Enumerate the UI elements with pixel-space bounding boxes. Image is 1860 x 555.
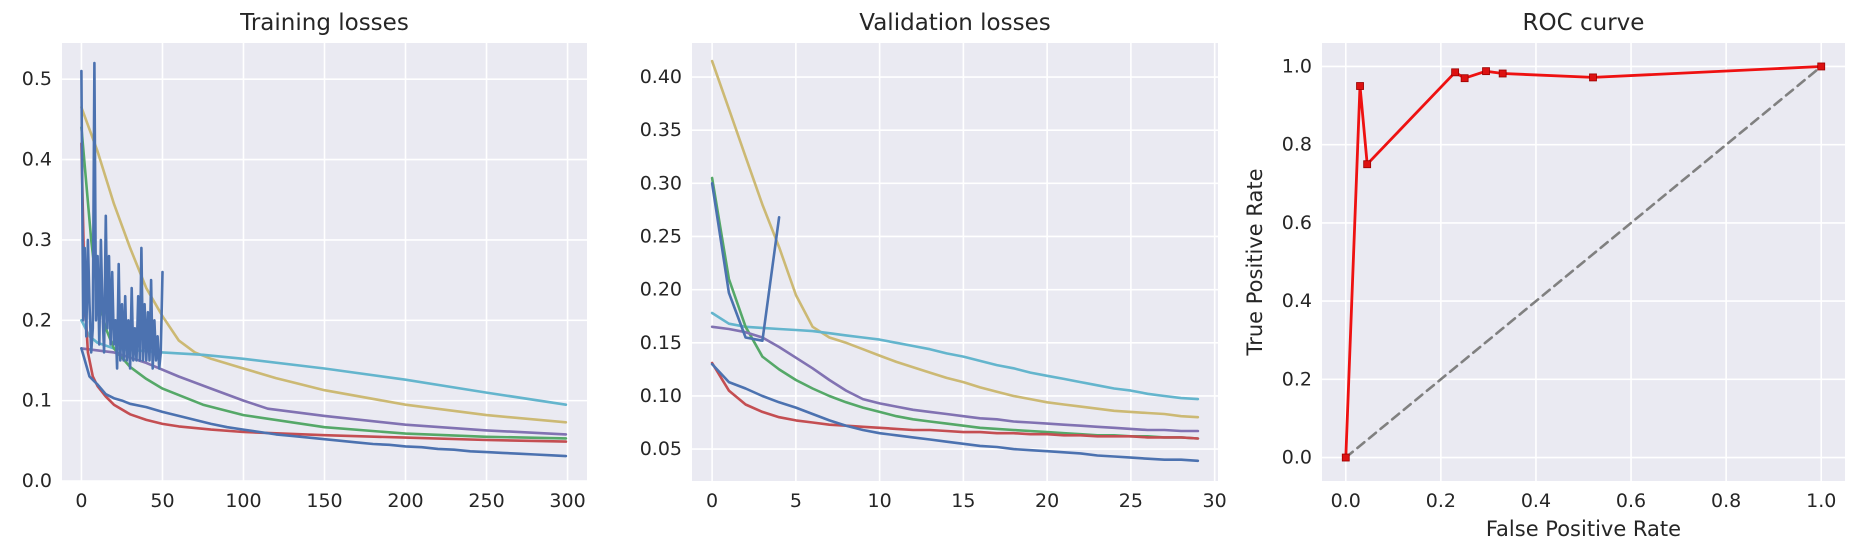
chart-title-training: Training losses xyxy=(239,10,409,36)
x-axis-label-roc: False Positive Rate xyxy=(1486,517,1681,541)
series-line-training-0 xyxy=(80,106,568,424)
series-line-validation-6 xyxy=(710,362,1200,463)
y-tick-label: 0.2 xyxy=(1282,368,1312,390)
y-tick-label: 0.35 xyxy=(640,119,682,141)
x-tick-label: 0.2 xyxy=(1426,490,1456,512)
y-tick-label: 0.10 xyxy=(640,385,682,407)
series-line-training-5 xyxy=(80,61,164,370)
x-tick-label: 300 xyxy=(549,490,585,512)
y-tick-label: 0.15 xyxy=(640,332,682,354)
data-point xyxy=(1589,73,1597,82)
series-line-validation-1 xyxy=(710,311,1200,401)
data-point xyxy=(1482,67,1490,76)
grid-training xyxy=(62,43,587,482)
x-tick-label: 100 xyxy=(225,490,261,512)
training-losses-panel: 0 50 100 150 200 250 300 0.0 0.1 0.2 0.3 0.4 0.5 Tra… xyxy=(22,10,587,512)
y-tick-label: 0.3 xyxy=(22,229,52,251)
y-tick-label: 0.6 xyxy=(1282,212,1312,234)
series-group-validation xyxy=(710,59,1200,463)
y-axis-label-roc: True Positive Rate xyxy=(1243,168,1267,356)
y-tick-label: 0.25 xyxy=(640,225,682,247)
x-tick-label: 0.0 xyxy=(1331,490,1361,512)
x-tick-label: 30 xyxy=(1203,490,1227,512)
data-point xyxy=(1451,68,1460,77)
series-line-validation-3 xyxy=(710,325,1200,433)
x-tick-label: 0 xyxy=(706,490,718,512)
y-tick-label: 0.0 xyxy=(1282,447,1312,469)
x-tick-label: 0.6 xyxy=(1616,490,1646,512)
y-tick-label: 0.05 xyxy=(640,438,682,460)
x-tick-label: 150 xyxy=(306,490,342,512)
data-point xyxy=(1460,74,1469,83)
x-tick-label: 0 xyxy=(75,490,87,512)
data-point xyxy=(1817,62,1826,71)
y-tick-label: 0.20 xyxy=(640,279,682,301)
y-tick-label: 0.40 xyxy=(640,66,682,88)
data-point xyxy=(1356,82,1364,90)
ticks-training: 0 50 100 150 200 250 300 0.0 0.1 0.2 0.3 0.4 0.5 xyxy=(22,68,586,512)
y-tick-label: 0.4 xyxy=(22,149,52,171)
grid-roc xyxy=(1322,43,1845,481)
x-tick-label: 5 xyxy=(790,490,802,512)
series-roc xyxy=(1341,62,1826,462)
data-point xyxy=(1498,69,1507,78)
series-line-roc-0 xyxy=(1344,65,1823,459)
y-tick-label: 0.4 xyxy=(1282,290,1312,312)
chart-title-validation: Validation losses xyxy=(859,10,1050,36)
x-tick-label: 200 xyxy=(387,490,423,512)
y-tick-label: 0.30 xyxy=(640,172,682,194)
series-line-validation-4 xyxy=(710,361,1200,440)
ticks-roc: 0.0 0.2 0.4 0.6 0.8 1.0 0.0 0.2 0.4 0.6 0.8 1.0 xyxy=(1282,55,1837,512)
series-line-training-1 xyxy=(80,318,568,407)
y-tick-label: 0.0 xyxy=(22,470,52,492)
series-training xyxy=(80,61,568,458)
series-group-training xyxy=(80,61,568,458)
y-tick-label: 0.5 xyxy=(22,68,52,90)
x-tick-label: 1.0 xyxy=(1806,490,1836,512)
x-tick-label: 0.4 xyxy=(1521,490,1551,512)
series-line-training-4 xyxy=(80,142,568,443)
series-line-training-6 xyxy=(80,347,568,458)
chart-title-roc: ROC curve xyxy=(1523,10,1645,36)
y-tick-label: 1.0 xyxy=(1282,55,1312,77)
x-tick-label: 20 xyxy=(1035,490,1059,512)
x-tick-label: 25 xyxy=(1119,490,1143,512)
ticks-validation: 0 5 10 15 20 25 30 0.05 0.10 0.15 0.20 0.25 0.30 0.35… xyxy=(640,66,1227,512)
validation-losses-panel: 0 5 10 15 20 25 30 0.05 0.10 0.15 0.20 0.25 0.30 0.35… xyxy=(640,10,1227,512)
x-tick-label: 50 xyxy=(150,490,174,512)
series-line-validation-5 xyxy=(710,182,781,343)
x-tick-label: 10 xyxy=(868,490,892,512)
roc-curve-panel: 0.0 0.2 0.4 0.6 0.8 1.0 0.0 0.2 0.4 0.6 0.8 1.0 ROC… xyxy=(1243,10,1845,541)
data-point xyxy=(1341,453,1350,462)
y-tick-label: 0.8 xyxy=(1282,134,1312,156)
data-point xyxy=(1363,160,1372,169)
series-line-validation-0 xyxy=(710,59,1200,419)
series-validation xyxy=(710,59,1200,463)
x-tick-label: 250 xyxy=(468,490,504,512)
series-group-roc xyxy=(1341,62,1826,462)
y-tick-label: 0.2 xyxy=(22,309,52,331)
x-tick-label: 0.8 xyxy=(1711,490,1741,512)
y-tick-label: 0.1 xyxy=(22,390,52,412)
x-tick-label: 15 xyxy=(951,490,975,512)
